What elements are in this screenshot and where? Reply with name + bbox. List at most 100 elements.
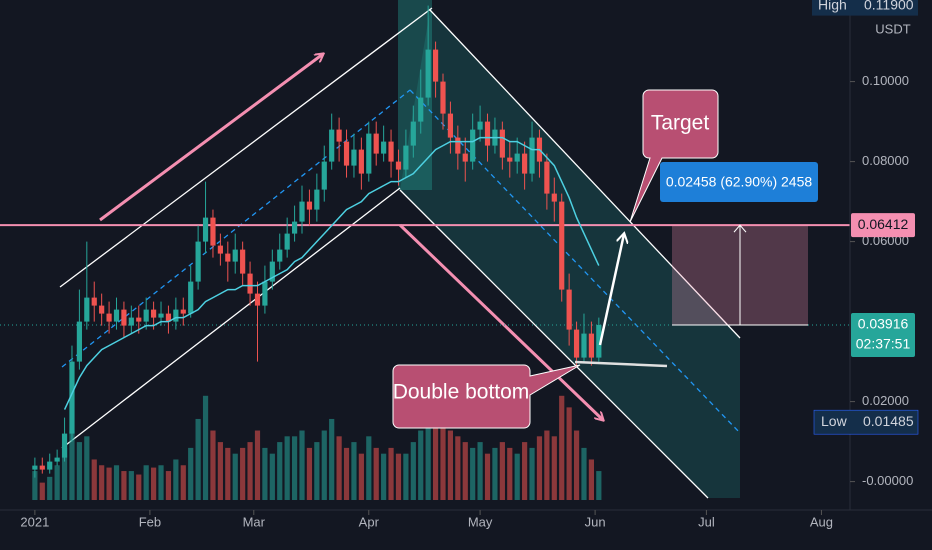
- candle: [381, 125, 387, 162]
- volume-bar: [425, 401, 431, 500]
- candle-body: [425, 49, 431, 98]
- candle-body: [573, 329, 580, 358]
- volume-bar: [254, 430, 261, 500]
- candle-body: [551, 193, 557, 202]
- last-price-bg: [851, 312, 915, 357]
- candle-body: [113, 309, 120, 322]
- candle-body: [225, 253, 231, 262]
- volume-bar: [455, 436, 461, 500]
- moving-average: [63, 136, 600, 410]
- volume-bar: [336, 436, 342, 500]
- candle: [403, 129, 409, 178]
- volume-bar: [269, 453, 275, 500]
- candle: [581, 313, 587, 362]
- volume-bar: [351, 442, 357, 500]
- volume-bar: [581, 447, 587, 500]
- candle: [165, 305, 172, 334]
- candle: [180, 297, 186, 326]
- candle-body: [284, 233, 290, 250]
- candle: [143, 297, 149, 330]
- candle-body: [84, 297, 90, 322]
- channel-line: [399, 189, 709, 499]
- y-tick-label: -0.00000: [862, 473, 913, 488]
- volume-bar: [492, 447, 498, 500]
- candle: [76, 289, 82, 370]
- neckline: [574, 360, 668, 368]
- last-price-label: 0.03916: [858, 316, 909, 332]
- candle-body: [262, 281, 268, 306]
- candle-body: [596, 324, 602, 358]
- high-label-value: 0.11900: [864, 0, 914, 12]
- trend-arrow: [99, 54, 323, 222]
- candle: [240, 241, 246, 286]
- candle: [566, 273, 572, 346]
- candle-body: [232, 249, 238, 262]
- volume-bar: [588, 459, 594, 500]
- candle: [455, 125, 461, 170]
- volume-bar: [403, 453, 409, 500]
- high-label-name: High: [818, 0, 847, 12]
- candle-body: [410, 121, 416, 146]
- volume-bar: [180, 465, 186, 500]
- y-tick-label: 0.02000: [862, 393, 909, 408]
- candle: [106, 301, 112, 334]
- candle: [410, 105, 416, 158]
- low-label-value: 0.01485: [863, 413, 914, 429]
- candle: [425, 5, 431, 106]
- candle: [477, 105, 483, 142]
- countdown-label: 02:37:51: [856, 336, 911, 352]
- candle: [388, 129, 394, 178]
- candle: [514, 137, 520, 174]
- candle-body: [188, 281, 194, 314]
- volume-bar: [76, 442, 82, 500]
- candle-body: [544, 161, 550, 194]
- candle: [447, 101, 454, 154]
- candle-body: [299, 201, 305, 222]
- volume-bar: [507, 447, 513, 500]
- candle-body: [395, 161, 402, 170]
- volume-bar: [573, 430, 580, 500]
- volume-bar: [329, 418, 335, 500]
- candle-body: [581, 333, 587, 358]
- candle: [195, 225, 201, 290]
- candle: [173, 297, 179, 330]
- candle-body: [158, 313, 164, 318]
- candle-body: [121, 309, 127, 326]
- volume-bar: [195, 418, 201, 500]
- candle: [588, 321, 594, 366]
- candle-body: [358, 149, 364, 174]
- candle-body: [381, 141, 387, 154]
- candle: [321, 145, 327, 202]
- volume-bar: [39, 482, 45, 500]
- candle-body: [418, 97, 424, 122]
- volume-bar: [514, 453, 520, 500]
- candle: [217, 233, 223, 266]
- candle-body: [373, 133, 379, 154]
- candle: [395, 149, 402, 186]
- volume-bar: [440, 418, 446, 500]
- candle-body: [455, 137, 461, 154]
- candle: [210, 209, 216, 258]
- candle-body: [514, 153, 520, 162]
- volume-bar: [388, 447, 394, 500]
- price-axis: USDT 0.100000.080000.060000.02000-0.0000…: [0, 0, 932, 529]
- volume-bar: [91, 459, 97, 500]
- x-tick-label: 2021: [20, 514, 49, 529]
- candle: [84, 241, 90, 330]
- volume-bar: [188, 447, 194, 500]
- candle-body: [128, 317, 134, 326]
- volume-bar: [410, 442, 416, 500]
- channel-line: [59, 7, 433, 288]
- volume-bar: [529, 447, 535, 500]
- candle: [232, 233, 238, 274]
- candle: [336, 117, 342, 162]
- volume-bar: [484, 453, 491, 500]
- candle-body: [499, 129, 505, 158]
- x-tick-label: Jun: [585, 514, 606, 529]
- candle: [277, 233, 283, 270]
- candle-body: [254, 293, 261, 306]
- volume-bar: [121, 471, 127, 500]
- volume-bar: [106, 467, 112, 500]
- candle: [284, 217, 290, 258]
- candle: [462, 137, 468, 182]
